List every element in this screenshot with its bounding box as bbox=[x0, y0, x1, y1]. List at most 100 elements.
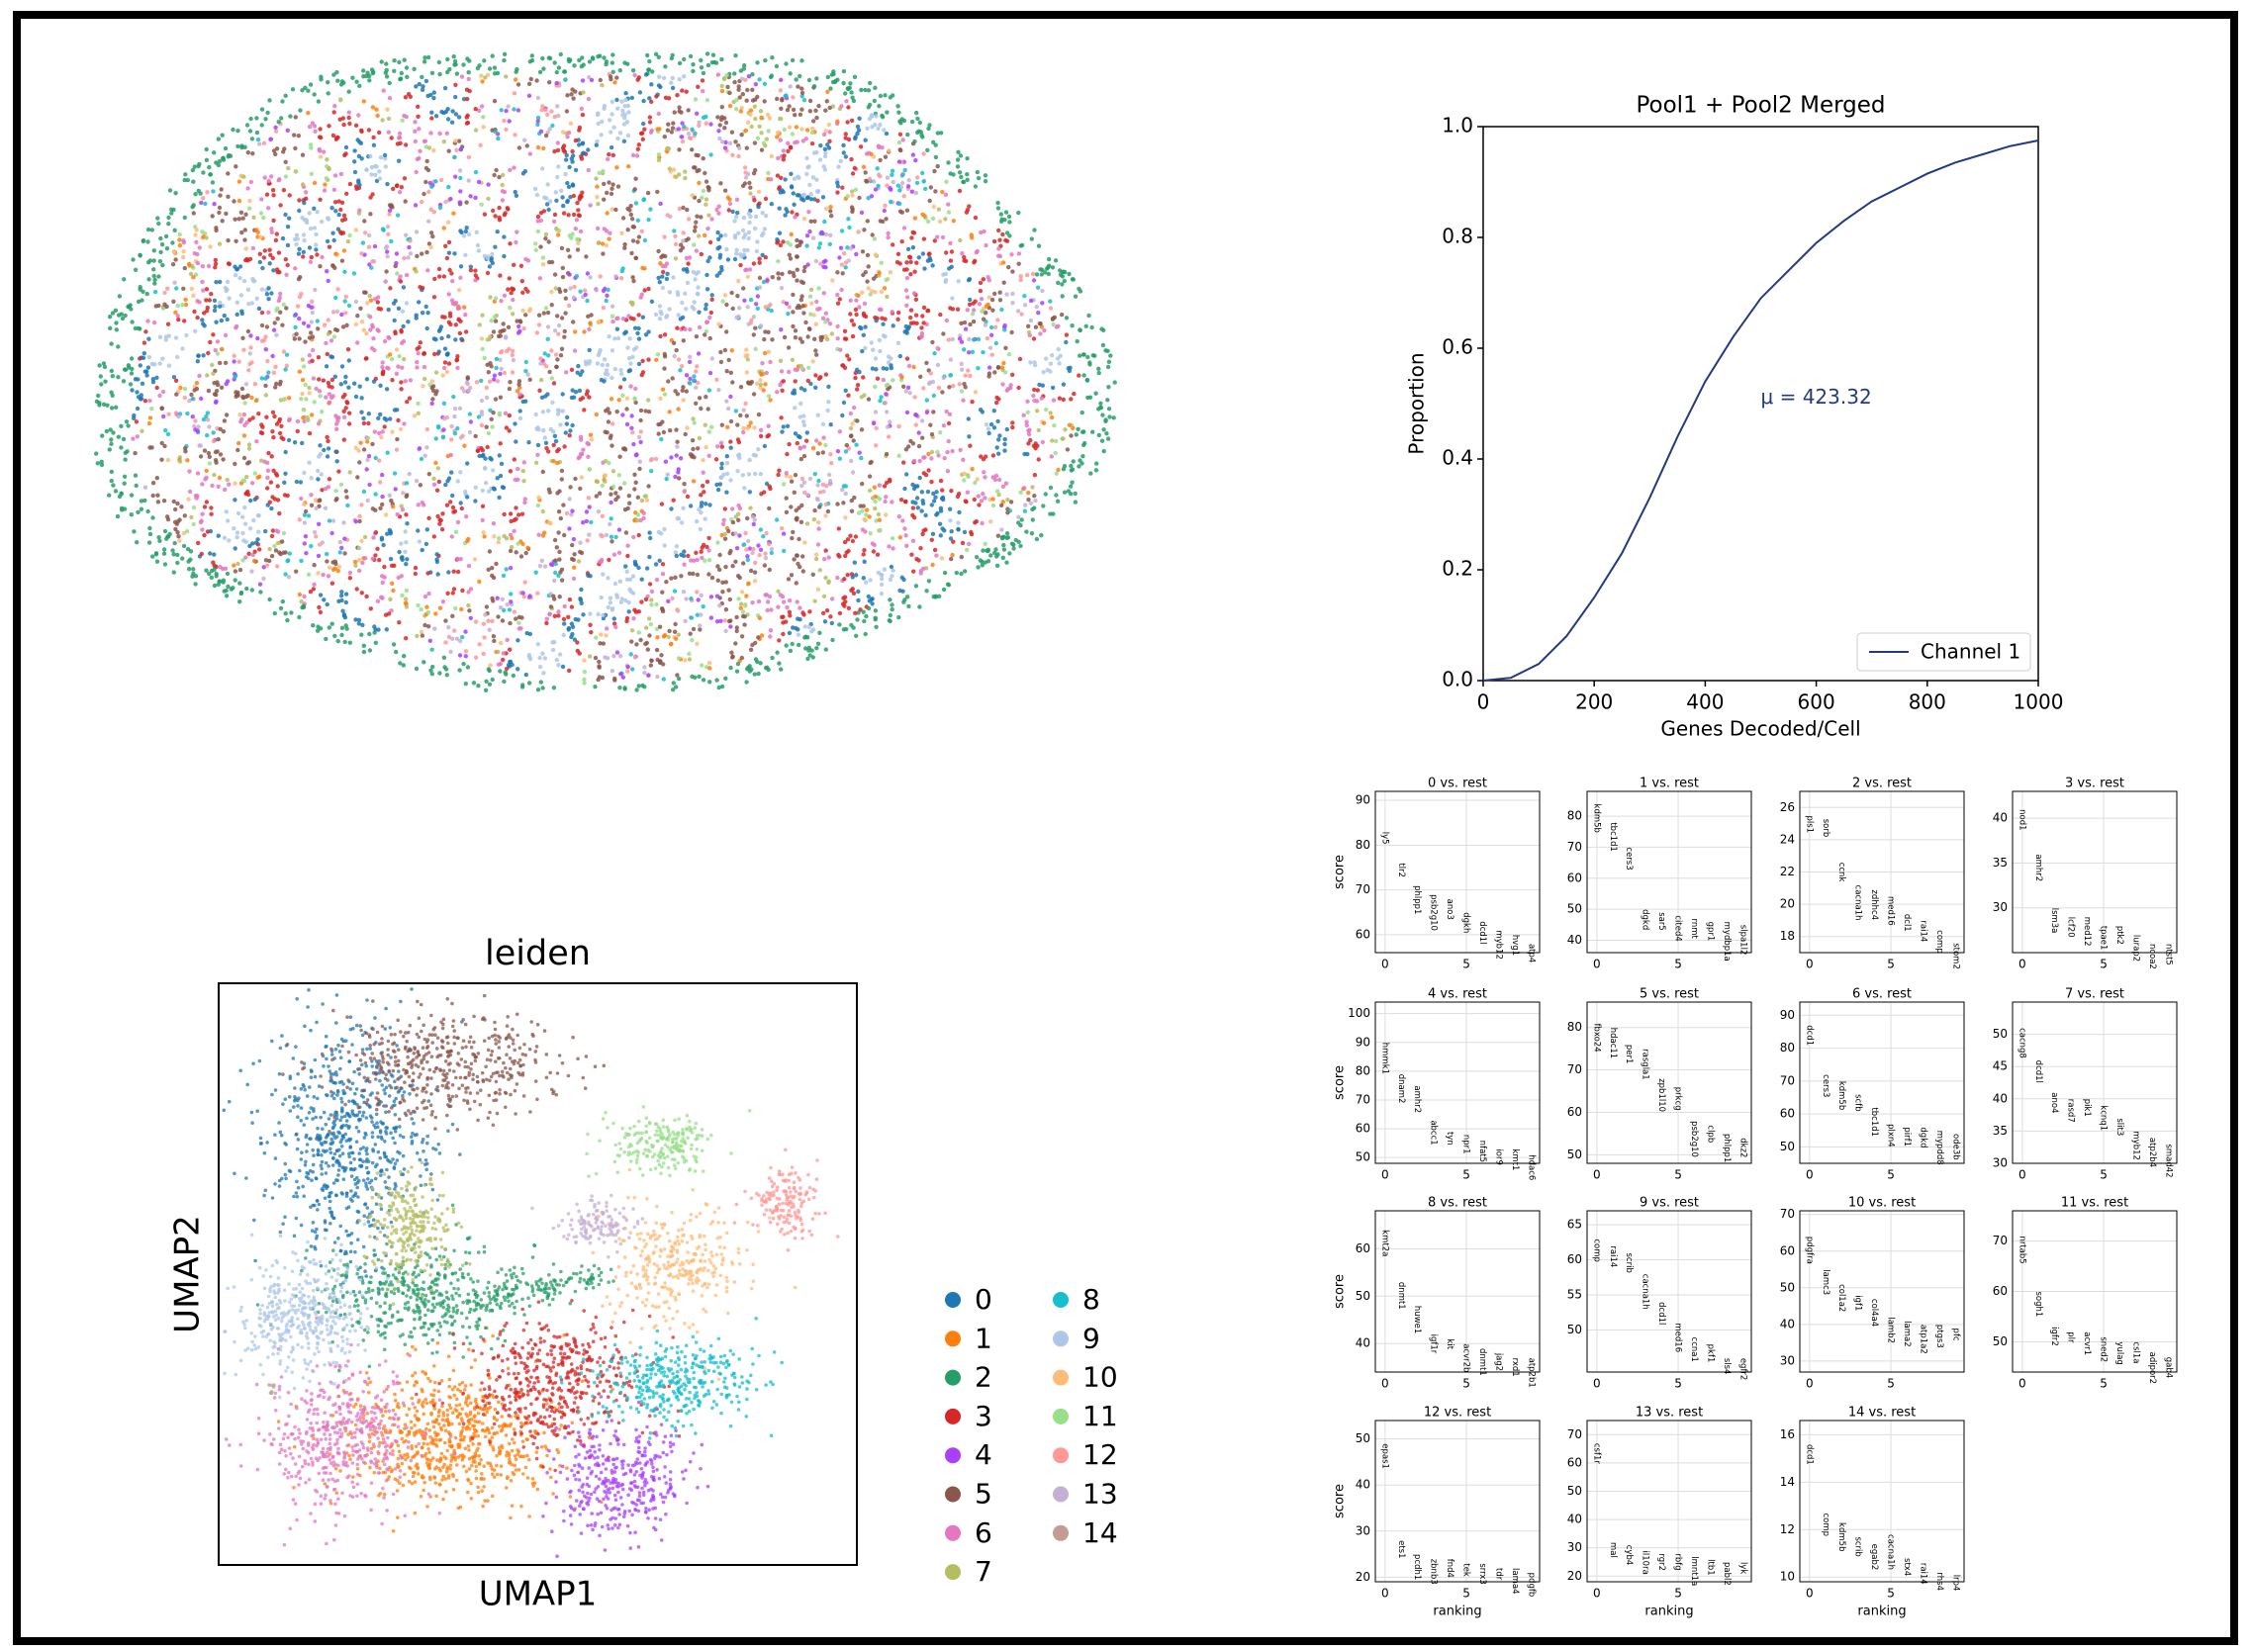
tissue-cell bbox=[732, 256, 738, 262]
tissue-cell bbox=[649, 99, 654, 105]
tissue-cell bbox=[745, 352, 750, 358]
tissue-cell bbox=[331, 237, 336, 243]
tissue-cell bbox=[776, 604, 781, 609]
tissue-cell bbox=[116, 434, 122, 439]
tissue-cell bbox=[748, 647, 754, 652]
tissue-cell bbox=[1074, 432, 1079, 437]
tissue-cell bbox=[789, 171, 794, 176]
tissue-cell bbox=[567, 668, 572, 674]
tissue-cell bbox=[986, 430, 991, 436]
tissue-cell bbox=[646, 357, 651, 362]
tissue-cell bbox=[738, 413, 743, 418]
tissue-cell bbox=[988, 519, 993, 524]
tissue-cell bbox=[779, 327, 784, 332]
tissue-cell bbox=[303, 534, 309, 539]
tissue-cell bbox=[147, 415, 153, 420]
tissue-cell bbox=[662, 633, 668, 638]
tissue-cell bbox=[829, 72, 834, 77]
tissue-cell bbox=[603, 473, 608, 478]
tissue-cell bbox=[801, 311, 806, 316]
tissue-cell bbox=[299, 397, 304, 402]
tissue-cell bbox=[182, 177, 187, 183]
tissue-cell bbox=[763, 196, 769, 202]
tissue-cell bbox=[1003, 481, 1009, 486]
tissue-cell bbox=[533, 241, 538, 246]
tissue-cell bbox=[547, 259, 552, 265]
tissue-cell bbox=[353, 617, 358, 622]
tissue-cell bbox=[851, 625, 856, 630]
tissue-cell bbox=[1010, 291, 1015, 297]
tissue-cell bbox=[1032, 398, 1037, 404]
tissue-cell bbox=[656, 529, 662, 535]
tissue-cell bbox=[554, 198, 559, 203]
tissue-cell bbox=[421, 384, 425, 389]
tissue-cell bbox=[467, 608, 472, 613]
tissue-cell bbox=[259, 123, 264, 128]
tissue-cell bbox=[962, 471, 968, 476]
tissue-cell bbox=[100, 433, 105, 438]
tissue-cell bbox=[273, 237, 279, 243]
tissue-cell bbox=[282, 480, 287, 485]
tissue-cell bbox=[508, 380, 513, 385]
tissue-cell bbox=[798, 456, 803, 462]
tissue-cell bbox=[313, 287, 318, 293]
tissue-cell bbox=[186, 497, 191, 502]
tissue-cell bbox=[756, 598, 762, 604]
tissue-cell bbox=[935, 163, 940, 169]
tissue-cell bbox=[918, 568, 924, 574]
tissue-cell bbox=[491, 486, 497, 491]
tissue-cell bbox=[1087, 362, 1092, 367]
tissue-cell bbox=[371, 379, 377, 384]
tissue-cell bbox=[691, 446, 696, 452]
tissue-cell bbox=[499, 299, 504, 304]
tissue-cell bbox=[113, 308, 119, 313]
tissue-cell bbox=[963, 569, 968, 574]
tissue-cell bbox=[476, 179, 482, 185]
tissue-cell bbox=[420, 311, 425, 316]
tissue-cell bbox=[169, 211, 174, 216]
tissue-cell bbox=[203, 201, 208, 207]
tissue-cell bbox=[504, 536, 510, 541]
tissue-cell bbox=[691, 416, 696, 421]
tissue-cell bbox=[1088, 471, 1093, 476]
tissue-cell bbox=[707, 503, 712, 507]
tissue-cell bbox=[386, 116, 392, 122]
tissue-cell bbox=[673, 474, 678, 480]
tissue-cell bbox=[527, 309, 532, 314]
tissue-cell bbox=[267, 261, 272, 266]
tissue-cell bbox=[790, 57, 796, 63]
tissue-cell bbox=[466, 231, 472, 237]
tissue-cell bbox=[827, 478, 833, 484]
tissue-cell bbox=[152, 281, 157, 286]
tissue-cell bbox=[436, 425, 441, 430]
tissue-cell bbox=[855, 387, 860, 392]
tissue-cell bbox=[698, 623, 703, 628]
tissue-cell bbox=[327, 392, 332, 397]
tissue-cell bbox=[165, 321, 171, 326]
tissue-cell bbox=[776, 155, 781, 161]
tissue-cell bbox=[483, 612, 488, 617]
tissue-cell bbox=[746, 472, 752, 477]
tissue-cell bbox=[242, 401, 247, 406]
tissue-cell bbox=[526, 93, 532, 99]
tissue-cell bbox=[445, 56, 450, 62]
tissue-cell bbox=[572, 637, 578, 642]
tissue-cell bbox=[135, 540, 140, 545]
tissue-cell bbox=[923, 527, 928, 532]
tissue-cell bbox=[872, 485, 877, 490]
tissue-cell bbox=[382, 424, 387, 429]
tissue-cell bbox=[938, 533, 943, 538]
tissue-cell bbox=[1002, 327, 1007, 332]
tissue-cell bbox=[920, 499, 925, 504]
tissue-cell bbox=[646, 616, 652, 621]
tissue-cell bbox=[437, 131, 442, 137]
tissue-cell bbox=[334, 421, 339, 426]
tissue-cell bbox=[1009, 252, 1014, 257]
tissue-cell bbox=[823, 311, 828, 316]
tissue-cell bbox=[658, 333, 663, 339]
tissue-cell bbox=[814, 299, 819, 305]
tissue-cell bbox=[863, 170, 868, 175]
tissue-cell bbox=[364, 594, 369, 599]
tissue-cell bbox=[514, 239, 518, 245]
tissue-cell bbox=[828, 86, 833, 91]
